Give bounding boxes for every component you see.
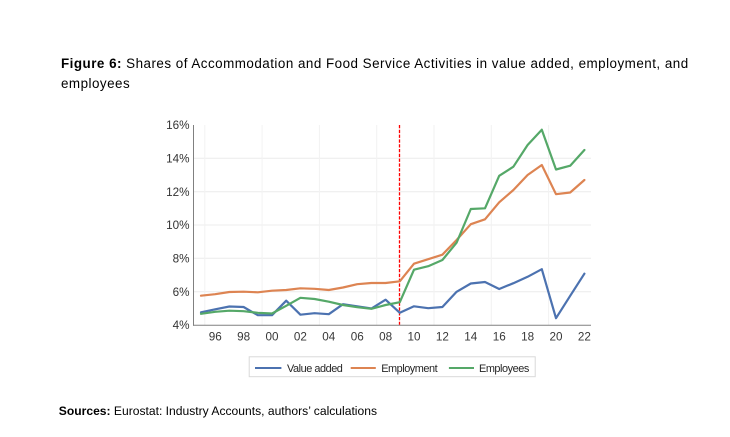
svg-text:18: 18 [521,331,534,344]
svg-text:00: 00 [265,331,279,344]
svg-text:12: 12 [436,331,449,344]
svg-text:02: 02 [294,331,307,344]
svg-text:8%: 8% [173,252,190,265]
svg-text:10%: 10% [166,219,189,232]
svg-text:Employment: Employment [381,363,437,375]
svg-text:96: 96 [209,331,222,344]
svg-text:6%: 6% [173,286,190,299]
svg-text:06: 06 [351,331,364,344]
svg-text:98: 98 [237,331,250,344]
svg-text:14%: 14% [166,152,189,165]
svg-text:08: 08 [379,331,392,344]
svg-text:22: 22 [578,331,591,344]
svg-text:04: 04 [322,331,336,344]
svg-text:10: 10 [407,331,421,344]
svg-text:14: 14 [464,331,478,344]
svg-text:4%: 4% [173,319,190,332]
svg-text:Employees: Employees [479,363,530,375]
svg-text:16: 16 [493,331,506,344]
svg-text:12%: 12% [166,186,189,199]
svg-text:16%: 16% [166,119,189,132]
svg-text:Value added: Value added [287,363,343,375]
svg-text:20: 20 [549,331,563,344]
